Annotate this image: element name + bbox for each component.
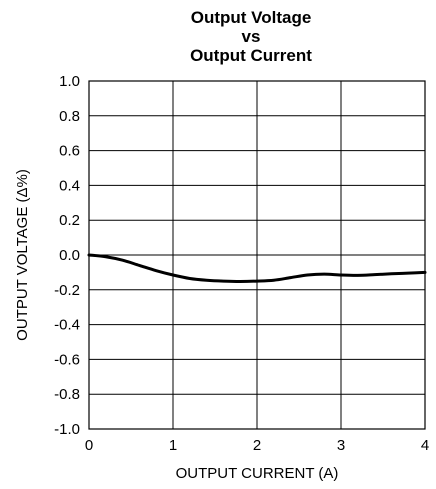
y-axis-label: OUTPUT VOLTAGE (Δ%)	[14, 169, 31, 341]
y-tick-label: 1.0	[59, 73, 80, 90]
y-tick-label: 0.0	[59, 247, 80, 264]
y-tick-label: -0.4	[54, 317, 80, 334]
y-tick-label: -0.8	[54, 386, 80, 403]
y-tick-label: 0.4	[59, 177, 80, 194]
x-tick-label: 3	[337, 437, 345, 454]
title-line-2: vs	[242, 27, 261, 46]
x-tick-label: 2	[253, 437, 261, 454]
x-tick-label: 0	[85, 437, 93, 454]
y-tick-label: 0.2	[59, 212, 80, 229]
series-line	[87, 253, 427, 283]
grid	[88, 80, 426, 430]
y-tick-label: 0.6	[59, 143, 80, 160]
y-tick-label: -0.6	[54, 351, 80, 368]
y-tick-label: 0.8	[59, 108, 80, 125]
y-tick-label: -0.2	[54, 282, 80, 299]
title-line-1: Output Voltage	[191, 8, 312, 27]
y-tick-label: -1.0	[54, 421, 80, 438]
x-tick-labels: 0 1 2 3 4	[85, 437, 429, 454]
x-tick-label: 1	[169, 437, 177, 454]
x-axis-label: OUTPUT CURRENT (A)	[176, 465, 339, 482]
title-line-3: Output Current	[190, 46, 312, 65]
y-tick-labels: 1.0 0.8 0.6 0.4 0.2 0.0 -0.2 -0.4 -0.6 -0.8 -1.0	[54, 73, 80, 438]
x-tick-label: 4	[421, 437, 429, 454]
chart-title: Output Voltage vs Output Current	[190, 8, 312, 65]
